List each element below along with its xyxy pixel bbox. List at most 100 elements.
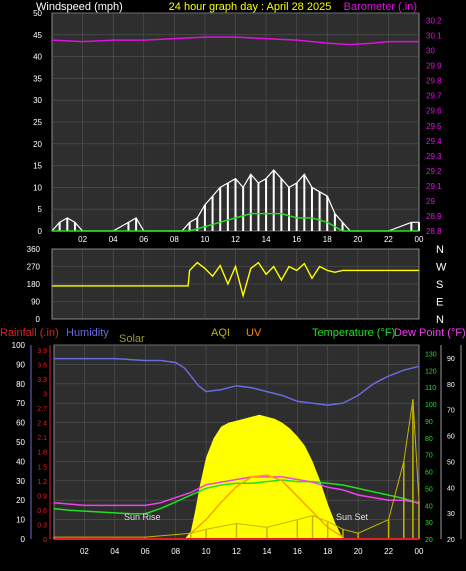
humidity-tick-label: 100 xyxy=(12,341,26,350)
climate-x-tick-label: 12 xyxy=(232,547,241,556)
rainfall-tick-label: 3.3 xyxy=(37,377,47,384)
wind-x-tick-label: 02 xyxy=(78,235,87,244)
barometer-tick-label: 29 xyxy=(426,197,435,206)
compass-label: N xyxy=(436,314,444,326)
temperature-tick-label: 20 xyxy=(425,537,433,544)
climate-x-tick-label: 10 xyxy=(202,547,211,556)
wind-direction-line xyxy=(52,261,419,299)
direction-tick-label: 270 xyxy=(27,263,41,272)
direction-axis: 0 90 180 270 360 xyxy=(27,245,41,324)
solar-area xyxy=(54,414,419,539)
wind-x-tick-label: 14 xyxy=(262,235,271,244)
climate-x-tick-label: 22 xyxy=(384,547,393,556)
wind-x-tick-label: 16 xyxy=(292,235,301,244)
direction-tick-label: 180 xyxy=(27,280,41,289)
dew-point-tick-label: 30 xyxy=(447,511,455,518)
sun-set-label: Sun Set xyxy=(336,512,369,522)
temperature-tick-label: 110 xyxy=(425,385,436,392)
humidity-line xyxy=(54,357,420,406)
rainfall-tick-label: 3.9 xyxy=(37,348,47,355)
temperature-tick-label: 120 xyxy=(425,368,437,375)
temperature-line xyxy=(53,479,420,515)
rainfall-tick-label: 1.2 xyxy=(37,479,47,486)
barometer-tick-label: 30.2 xyxy=(426,17,442,26)
windspeed-tick-label: 30 xyxy=(33,96,42,105)
barometer-tick-label: 29.6 xyxy=(426,107,442,116)
wind-series xyxy=(51,36,420,232)
temperature-tick-label: 130 xyxy=(425,351,437,358)
windspeed-title: Windspeed (mph) xyxy=(36,1,123,13)
windspeed-tick-label: 50 xyxy=(33,9,42,18)
humidity-tick-label: 80 xyxy=(16,380,25,389)
barometer-title: Barometer (.in) xyxy=(344,1,417,13)
compass-label: S xyxy=(436,279,443,291)
dew-point-tick-label: 50 xyxy=(447,459,455,466)
barometer-tick-label: 30.1 xyxy=(426,32,442,41)
rainfall-tick-label: 3.6 xyxy=(37,362,47,369)
dew-point-tick-label: 60 xyxy=(447,434,455,441)
humidity-tick-label: 20 xyxy=(16,496,25,505)
legend-rainfall: Rainfall (.in) xyxy=(0,327,59,339)
windspeed-axis: 0 5 10 15 20 25 30 35 40 45 50 xyxy=(33,9,42,236)
rainfall-tick-label: 0.3 xyxy=(37,522,47,529)
wind-grid xyxy=(52,12,419,232)
barometer-axis: 28.8 28.9 29 29.1 29.2 29.3 29.4 29.5 29.6 29.7 29… xyxy=(426,17,442,236)
wind-x-tick-label: 12 xyxy=(231,235,240,244)
temperature-tick-label: 100 xyxy=(425,402,437,409)
rainfall-tick-label: 2.7 xyxy=(37,406,47,413)
humidity-tick-label: 40 xyxy=(16,457,25,466)
wind-x-tick-label: 04 xyxy=(109,235,118,244)
barometer-tick-label: 29.7 xyxy=(426,92,442,101)
humidity-tick-label: 0 xyxy=(21,535,26,544)
climate-x-tick-label: 14 xyxy=(262,547,271,556)
wind-x-tick-label: 10 xyxy=(200,235,209,244)
windspeed-tick-label: 40 xyxy=(33,53,42,62)
climate-x-tick-label: 18 xyxy=(323,547,332,556)
barometer-tick-label: 29.2 xyxy=(426,167,442,176)
wind-x-tick-label: 20 xyxy=(353,235,362,244)
climate-series xyxy=(53,357,420,540)
direction-series xyxy=(52,261,419,299)
windspeed-tick-label: 45 xyxy=(33,31,42,40)
rainfall-tick-label: 2.4 xyxy=(37,421,47,428)
legend-solar: Solar xyxy=(119,333,145,345)
rainfall-tick-label: 1.8 xyxy=(37,450,47,457)
wind-x-tick-label: 06 xyxy=(139,235,148,244)
legend-temperature: Temperature (°F) xyxy=(312,327,395,339)
barometer-tick-label: 29.3 xyxy=(426,152,442,161)
humidity-tick-label: 30 xyxy=(16,477,25,486)
climate-x-tick-label: 20 xyxy=(354,547,363,556)
windspeed-tick-label: 20 xyxy=(33,140,42,149)
compass-label: E xyxy=(436,297,443,309)
windspeed-tick-label: 10 xyxy=(33,183,42,192)
sun-rise-label: Sun Rise xyxy=(124,512,161,522)
dew-point-line xyxy=(53,476,420,507)
climate-x-axis: 02 04 06 08 10 12 14 16 18 20 22 00 xyxy=(80,547,424,556)
direction-tick-label: 0 xyxy=(36,315,41,324)
temperature-tick-label: 30 xyxy=(425,520,433,527)
humidity-tick-label: 90 xyxy=(16,360,25,369)
windspeed-tick-label: 15 xyxy=(33,162,42,171)
barometer-tick-label: 29.8 xyxy=(426,77,442,86)
barometer-tick-label: 29.5 xyxy=(426,122,442,131)
wind-x-tick-label: 00 xyxy=(415,235,424,244)
dew-point-tick-label: 20 xyxy=(447,537,455,544)
rainfall-tick-label: 2.1 xyxy=(37,435,47,442)
temperature-tick-label: 40 xyxy=(425,503,433,510)
barometer-tick-label: 29.9 xyxy=(426,62,442,71)
climate-x-tick-label: 08 xyxy=(171,547,180,556)
climate-axes: 0 0.3 0.6 0.9 1.2 1.5 1.8 2.1 2.4 2.7 3 3.3 3.6 3.9 0 1… xyxy=(12,341,462,544)
aqi-line xyxy=(54,399,420,538)
temperature-tick-label: 80 xyxy=(425,436,433,443)
compass-label: W xyxy=(436,262,447,274)
temperature-tick-label: 90 xyxy=(425,419,433,426)
dew-point-tick-label: 80 xyxy=(447,382,455,389)
rainfall-tick-label: 3 xyxy=(43,392,47,399)
legend-dew-point: Dew Point (°F) xyxy=(394,327,466,339)
humidity-tick-label: 50 xyxy=(16,438,25,447)
rainfall-tick-label: 0.6 xyxy=(37,508,47,515)
windspeed-tick-label: 25 xyxy=(33,118,42,127)
